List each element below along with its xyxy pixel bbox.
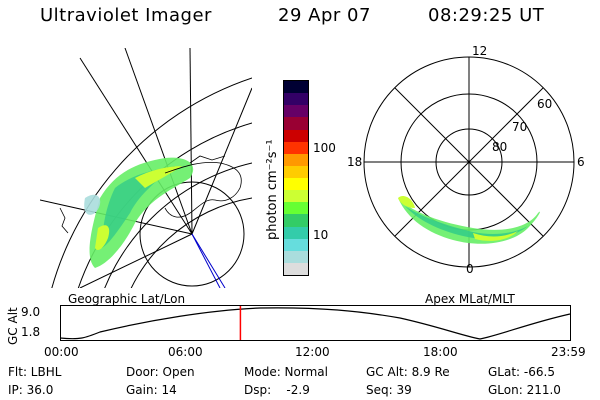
time-tick-2359: 23:59 [551,345,586,359]
color-scale-bar [283,80,309,276]
colorbar-segment [284,202,308,215]
colorbar-tick-10: 10 [313,228,329,242]
time-tick-0000: 00:00 [44,345,79,359]
time-tick-1200: 12:00 [295,345,330,359]
status-dsp: Dsp: -2.9 [244,383,310,397]
colorbar-segment [284,165,308,178]
mlt-label-6: 6 [577,155,585,169]
image-time: 08:29:25 UT [428,5,545,26]
magnetic-polar-map [363,56,575,268]
colorbar-segment [284,190,308,203]
altitude-plot [60,305,571,341]
time-tick-0600: 06:00 [168,345,203,359]
altitude-tick-max: 9.0 [21,305,41,319]
mlt-label-12: 12 [472,44,488,58]
geographic-map [40,48,252,288]
colorbar-segment [284,81,308,94]
mlat-label-60: 60 [537,97,553,111]
image-date: 29 Apr 07 [278,5,371,26]
status-mode: Mode: Normal [244,365,328,379]
colorbar-segment [284,117,308,130]
colorbar-segment [284,129,308,142]
status-gain: Gain: 14 [126,383,177,397]
colorbar-segment [284,226,308,239]
altitude-axis-label: GC Alt [6,307,20,345]
app-title: Ultraviolet Imager [40,5,212,26]
status-glon: GLon: 211.0 [488,383,561,397]
apex-label: Apex MLat/MLT [425,292,515,306]
colorbar-segment [284,105,308,118]
status-ip: IP: 36.0 [8,383,54,397]
colorbar-segment [284,238,308,251]
colorbar-segment [284,153,308,166]
colorbar-segment [284,250,308,263]
time-tick-1800: 18:00 [423,345,458,359]
status-door: Door: Open [126,365,195,379]
colorbar-segment [284,93,308,106]
colorbar-segment [284,141,308,154]
status-glat: GLat: -66.5 [488,365,555,379]
colorbar-segment [284,262,308,275]
status-seq: Seq: 39 [366,383,412,397]
mlt-label-18: 18 [347,155,363,169]
status-filter: Flt: LBHL [8,365,62,379]
status-gc-alt: GC Alt: 8.9 Re [366,365,450,379]
colorbar-segment [284,214,308,227]
colorbar-tick-100: 100 [313,141,336,155]
mlat-label-80: 80 [492,140,508,154]
mlt-label-0: 0 [466,262,474,276]
mlat-label-70: 70 [512,120,528,134]
altitude-tick-min: 1.8 [21,325,41,339]
geographic-label: Geographic Lat/Lon [68,292,186,306]
colorbar-segment [284,178,308,191]
colorbar-unit-label: photon cm⁻²s⁻¹ [265,139,280,240]
